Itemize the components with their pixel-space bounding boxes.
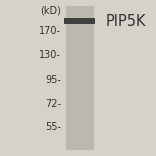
Bar	[66, 6, 94, 150]
Text: 170-: 170-	[39, 26, 61, 36]
Text: 72-: 72-	[45, 99, 61, 109]
Text: 55-: 55-	[45, 122, 61, 132]
Text: 95-: 95-	[45, 75, 61, 85]
Text: PIP5K: PIP5K	[106, 14, 147, 29]
Text: (kD): (kD)	[40, 5, 61, 15]
Text: 130-: 130-	[39, 50, 61, 60]
Bar	[64, 18, 95, 24]
